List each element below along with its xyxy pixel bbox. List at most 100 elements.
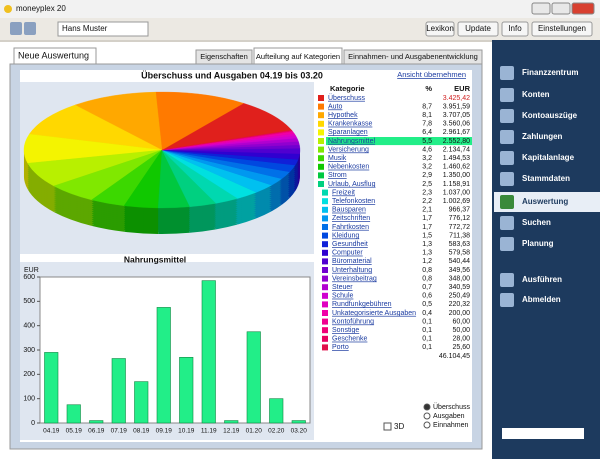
sidebar-item[interactable]: Kapitalanlage: [522, 153, 575, 162]
x-tick-label: 03.20: [291, 428, 308, 435]
category-name[interactable]: Kleidung: [332, 232, 359, 239]
color-swatch: [322, 258, 328, 265]
sidebar-item[interactable]: Stammdaten: [522, 174, 570, 183]
category-name[interactable]: Porto: [332, 344, 349, 351]
sidebar-item[interactable]: Finanzzentrum: [522, 68, 578, 77]
link[interactable]: Ansicht übernehmen: [397, 70, 466, 79]
color-swatch: [322, 275, 328, 282]
x-tick-label: 06.19: [88, 428, 105, 435]
tab-label: Aufteilung auf Kategorien: [256, 52, 340, 61]
percent-label: 1,7: [422, 215, 432, 222]
sidebar-item[interactable]: Zahlungen: [522, 132, 563, 141]
percent-label: 3,2: [422, 164, 432, 171]
percent-label: 1,3: [422, 241, 432, 248]
category-name[interactable]: Schule: [332, 293, 354, 300]
category-name[interactable]: Geschenke: [332, 336, 368, 343]
category-name[interactable]: Sonstige: [332, 327, 359, 334]
sidebar-item[interactable]: Konten: [522, 90, 550, 99]
percent-label: 2,2: [422, 198, 432, 205]
sidebar-item[interactable]: Abmelden: [522, 295, 561, 304]
sidebar-item[interactable]: Suchen: [522, 218, 551, 227]
category-name[interactable]: Vereinsbeitrag: [332, 275, 377, 282]
sidebar-item[interactable]: Kontoauszüge: [522, 111, 578, 120]
y-tick-label: 400: [23, 323, 35, 330]
category-name[interactable]: Telefonkosten: [332, 198, 375, 205]
percent-label: 0,7: [422, 284, 432, 291]
sidebar-item[interactable]: Ausführen: [522, 275, 562, 284]
category-name[interactable]: Krankenkasse: [328, 121, 372, 128]
toolbar-button[interactable]: [501, 21, 529, 37]
category-name[interactable]: Hypothek: [328, 112, 358, 119]
amount-label: 583,63: [449, 241, 471, 248]
forward-button[interactable]: [24, 22, 36, 35]
amount-label: 1.158,91: [443, 181, 470, 188]
category-name[interactable]: Computer: [332, 250, 363, 257]
radio-label: Überschuss: [433, 403, 470, 411]
category-name[interactable]: Gesundheit: [332, 241, 368, 248]
tab[interactable]: [343, 49, 483, 65]
bar: [156, 307, 171, 424]
minimize-button[interactable]: [531, 2, 551, 15]
category-name[interactable]: Versicherung: [328, 146, 369, 153]
percent-label: 1,7: [422, 224, 432, 231]
category-name[interactable]: Urlaub, Ausflug: [328, 181, 376, 188]
color-swatch: [322, 301, 328, 308]
toolbar-button-label: Info: [508, 24, 522, 33]
tab[interactable]: [253, 47, 343, 65]
category-name[interactable]: Überschuss: [328, 94, 365, 102]
table-header: EUR: [454, 84, 470, 93]
window-title: moneyplex 20: [16, 4, 66, 13]
category-name[interactable]: Bausparen: [332, 207, 366, 214]
back-button[interactable]: [10, 22, 22, 35]
color-swatch: [318, 95, 324, 101]
sidebar-item[interactable]: Auswertung: [522, 197, 568, 206]
category-name[interactable]: Unterhaltung: [332, 267, 372, 274]
category-name[interactable]: Büromaterial: [332, 258, 372, 265]
y-tick-label: 0: [31, 420, 35, 427]
sidebar-icon: [500, 88, 514, 102]
category-name[interactable]: Auto: [328, 103, 343, 110]
percent-label: 8,7: [422, 103, 432, 110]
category-name[interactable]: Nebenkosten: [328, 164, 369, 171]
amount-label: 579,58: [449, 250, 471, 257]
category-name[interactable]: Zeitschriften: [332, 215, 370, 222]
user-field[interactable]: [57, 21, 149, 37]
category-name[interactable]: Unkategorisierte Ausgaben: [332, 310, 416, 317]
radio-button[interactable]: [423, 403, 431, 411]
radio-button[interactable]: [423, 421, 431, 429]
category-name[interactable]: Steuer: [332, 284, 353, 291]
sidebar-item[interactable]: Planung: [522, 239, 554, 248]
toolbar-button[interactable]: [457, 21, 499, 37]
percent-label: 0,1: [422, 318, 432, 325]
color-swatch: [318, 103, 324, 110]
x-tick-label: 07.19: [111, 428, 128, 435]
toolbar-button[interactable]: [531, 21, 593, 37]
amount-label: 220,32: [449, 301, 471, 308]
checkbox-3d[interactable]: [383, 422, 392, 431]
percent-label: 5,5: [422, 138, 432, 145]
category-name[interactable]: Rundfunkgebühren: [332, 301, 392, 308]
close-button[interactable]: [571, 2, 595, 15]
amount-label: 1.037,00: [443, 189, 470, 196]
category-name[interactable]: Musik: [328, 155, 347, 162]
pie-slice: [74, 91, 163, 151]
bar: [246, 331, 261, 424]
category-name[interactable]: Nahrungsmittel: [328, 138, 376, 145]
radio-button[interactable]: [423, 412, 431, 420]
amount-label: 340,59: [449, 284, 471, 291]
sidebar-field[interactable]: [502, 428, 584, 439]
category-name[interactable]: Freizeit: [332, 189, 355, 196]
toolbar-button[interactable]: [425, 21, 455, 37]
category-name[interactable]: Kontoführung: [332, 318, 374, 325]
maximize-button[interactable]: [551, 2, 571, 15]
bar: [291, 420, 306, 424]
category-name[interactable]: Strom: [328, 172, 347, 179]
percent-label: 7,8: [422, 121, 432, 128]
color-swatch: [322, 215, 328, 222]
plot-area: [39, 276, 311, 424]
category-name[interactable]: Fahrtkosten: [332, 224, 369, 231]
pie-slice: [29, 104, 163, 151]
category-name[interactable]: Sparanlagen: [328, 129, 368, 136]
tab[interactable]: [195, 49, 253, 65]
